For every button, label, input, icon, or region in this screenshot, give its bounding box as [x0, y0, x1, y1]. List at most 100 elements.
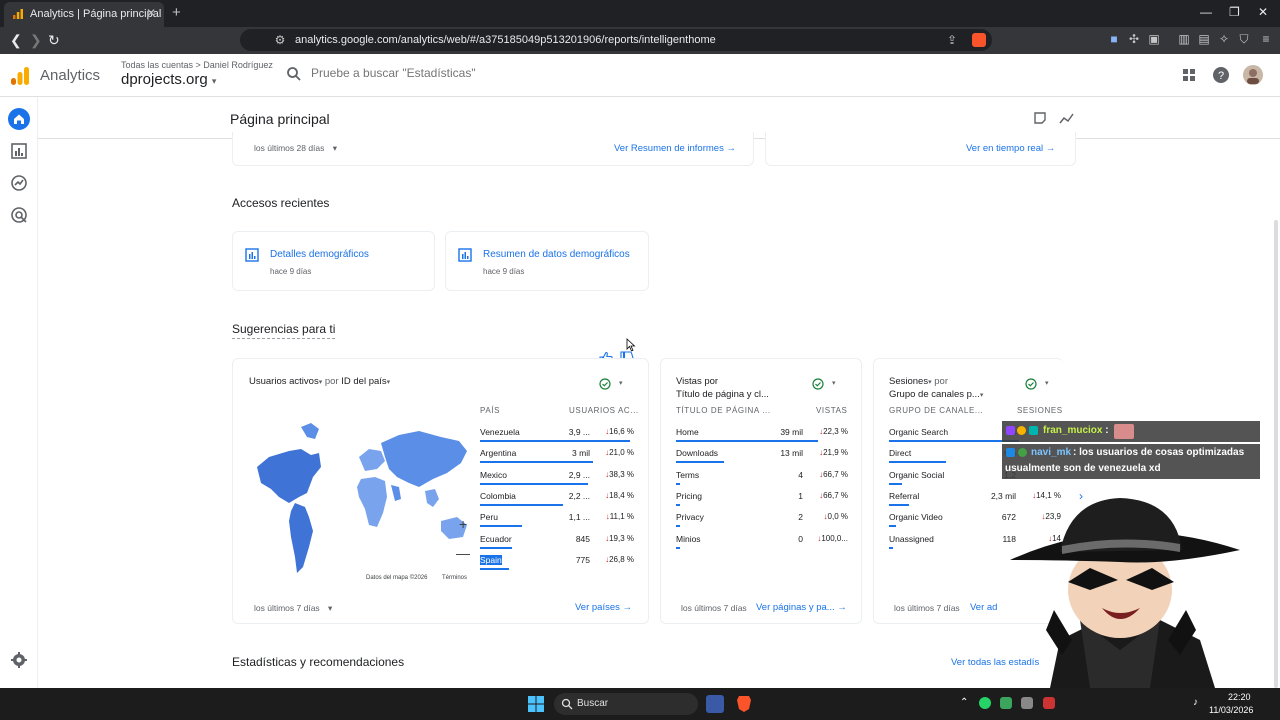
url-text[interactable]: analytics.google.com/analytics/web/#/a37…: [295, 34, 716, 46]
view-all-stats-link[interactable]: Ver todas las estadís: [951, 657, 1040, 668]
vpn-icon[interactable]: ⛉: [1239, 32, 1249, 46]
windows-start-icon[interactable]: [528, 696, 544, 712]
recent-item-demographics[interactable]: Detalles demográficos hace 9 días: [232, 231, 435, 291]
apps-grid-icon[interactable]: [1180, 66, 1198, 84]
date-range-label[interactable]: los últimos 7 días: [894, 603, 960, 613]
restore-icon[interactable]: ❐: [1229, 5, 1240, 19]
table-row-label[interactable]: Privacy: [676, 512, 704, 523]
table-row-label[interactable]: Colombia: [480, 490, 516, 501]
table-row-label[interactable]: Organic Social: [889, 469, 945, 480]
close-tab-icon[interactable]: ✕: [145, 6, 156, 20]
card-metric-label[interactable]: Vistas por: [676, 376, 719, 387]
table-row-label[interactable]: Organic Video: [889, 512, 943, 523]
back-icon[interactable]: ❮: [10, 32, 22, 48]
explore-icon[interactable]: [9, 173, 29, 193]
table-row-label[interactable]: Venezuela: [480, 427, 520, 437]
brave-browser-icon[interactable]: [736, 695, 752, 713]
check-circle-icon[interactable]: [812, 378, 824, 390]
table-row-label[interactable]: Referral: [889, 490, 920, 501]
wallet-icon[interactable]: ▤: [1198, 32, 1210, 46]
view-realtime-link[interactable]: Ver en tiempo real →: [966, 143, 1056, 154]
whatsapp-icon[interactable]: [979, 697, 991, 709]
notes-icon[interactable]: [1033, 111, 1047, 125]
date-range-selector[interactable]: los últimos 7 días ▾: [254, 603, 333, 613]
table-row-label[interactable]: Ecuador: [480, 533, 512, 544]
date-range-selector[interactable]: los últimos 28 días ▾: [254, 143, 338, 153]
tray-chevron-icon[interactable]: ⌃: [960, 697, 969, 708]
minimize-icon[interactable]: —: [1200, 5, 1212, 19]
forward-icon[interactable]: ❯: [30, 32, 42, 48]
advertising-icon[interactable]: [9, 205, 29, 225]
speaker-icon[interactable]: ♪: [1193, 697, 1198, 708]
brave-shield-icon[interactable]: [972, 33, 986, 47]
tray-app-icon[interactable]: [1043, 697, 1055, 709]
media-icon[interactable]: ▣: [1148, 32, 1160, 46]
view-ads-link[interactable]: Ver ad: [970, 602, 998, 613]
close-window-icon[interactable]: ✕: [1258, 5, 1269, 19]
address-bar[interactable]: ⚙ analytics.google.com/analytics/web/#/a…: [240, 29, 992, 51]
suggestions-title[interactable]: Sugerencias para ti: [232, 322, 336, 339]
insights-trend-icon[interactable]: [1059, 111, 1075, 125]
breadcrumb[interactable]: Todas las cuentas > Daniel Rodríguez: [121, 60, 273, 70]
table-row-label[interactable]: Mexico: [480, 469, 507, 480]
sidebar-icon[interactable]: ▥: [1178, 32, 1190, 46]
card-dimension-selector[interactable]: Grupo de canales p...▾: [889, 389, 984, 400]
check-circle-icon[interactable]: [599, 378, 611, 390]
app-icon[interactable]: [706, 695, 724, 713]
menu-icon[interactable]: ≡: [1262, 32, 1270, 46]
share-icon[interactable]: ⇪: [946, 33, 958, 47]
table-row-label[interactable]: Direct: [889, 448, 912, 459]
chevron-down-icon[interactable]: ▾: [1045, 380, 1049, 387]
tray-app-icon[interactable]: [1000, 697, 1012, 709]
view-pages-link[interactable]: Ver páginas y pa... →: [756, 602, 847, 613]
table-row-label[interactable]: Unassigned: [889, 533, 934, 544]
check-circle-icon[interactable]: [1025, 378, 1037, 390]
map-terms-link[interactable]: Términos: [442, 575, 468, 581]
column-header-dimension: TÍTULO DE PÁGINA ...: [676, 406, 771, 415]
arrow-down-icon: ↓: [605, 427, 610, 436]
view-reports-summary-link[interactable]: Ver Resumen de informes →: [614, 143, 736, 154]
world-map[interactable]: + —: [249, 417, 481, 585]
site-info-icon[interactable]: ⚙: [274, 33, 286, 47]
table-row-label[interactable]: Home: [676, 427, 699, 437]
puzzle-icon[interactable]: ✣: [1128, 32, 1140, 46]
search-input[interactable]: [311, 66, 611, 80]
help-icon[interactable]: ?: [1212, 66, 1230, 84]
date-range-label[interactable]: los últimos 7 días: [681, 603, 747, 613]
table-row-label[interactable]: Minios: [676, 533, 701, 544]
browser-tab[interactable]: Analytics | Página principal ✕: [4, 2, 164, 27]
avatar[interactable]: [1243, 65, 1263, 85]
clock-date[interactable]: 11/03/2026: [1209, 705, 1254, 715]
table-row-label[interactable]: Organic Search: [889, 427, 949, 437]
property-selector[interactable]: dprojects.org ▾: [121, 71, 216, 88]
search-icon[interactable]: [286, 66, 302, 82]
card-dimension-label[interactable]: Título de página y cl...: [676, 389, 769, 400]
clock-time[interactable]: 22:20: [1228, 692, 1251, 702]
tray-app-icon[interactable]: [1021, 697, 1033, 709]
taskbar-search[interactable]: Buscar: [554, 693, 698, 715]
recent-item-demographics-summary[interactable]: Resumen de datos demográficos hace 9 día…: [445, 231, 649, 291]
scrollbar-thumb[interactable]: [1274, 220, 1278, 688]
carousel-next-icon[interactable]: ›: [1079, 489, 1083, 503]
table-row-value: 13 mil: [780, 448, 803, 459]
chevron-down-icon[interactable]: ▾: [832, 380, 836, 387]
table-row-label[interactable]: Terms: [676, 469, 700, 480]
table-row-label[interactable]: Pricing: [676, 490, 702, 501]
card-metric-selector[interactable]: Usuarios activos▾ por ID del país▾: [249, 376, 391, 387]
settings-gear-icon[interactable]: [9, 650, 29, 670]
view-countries-link[interactable]: Ver países →: [575, 602, 633, 613]
table-row-label[interactable]: Spain: [480, 554, 502, 565]
reload-icon[interactable]: ↻: [48, 32, 60, 48]
new-tab-icon[interactable]: +: [172, 4, 181, 21]
table-row-label[interactable]: Downloads: [676, 448, 719, 459]
extension-icon[interactable]: ■: [1110, 32, 1118, 46]
leo-icon[interactable]: ✧: [1218, 32, 1230, 46]
table-row-label[interactable]: Peru: [480, 512, 498, 523]
chevron-down-icon[interactable]: ▾: [619, 380, 623, 387]
reports-icon[interactable]: [9, 141, 29, 161]
home-icon[interactable]: [8, 108, 30, 130]
card-metric-selector[interactable]: Sesiones▾ por: [889, 376, 948, 387]
table-row-label[interactable]: Argentina: [480, 448, 517, 459]
arrow-down-icon: ↓: [819, 469, 824, 479]
table-row-change: ↓26,8 %: [605, 554, 634, 564]
